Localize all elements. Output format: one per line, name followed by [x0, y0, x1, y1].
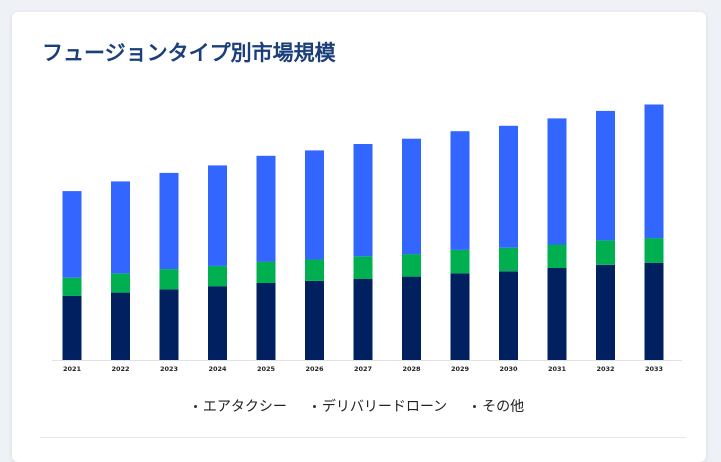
bar-segment-2027-series-2	[353, 144, 373, 257]
x-tick-label: 2021	[63, 365, 82, 373]
bar-segment-2025-series-2	[256, 155, 276, 262]
bar-segment-2029-series-1	[450, 249, 470, 274]
bar-segment-2032-series-1	[596, 240, 615, 265]
x-tick-label: 2029	[451, 365, 470, 373]
bar-segment-2029-series-0	[450, 273, 470, 360]
x-tick-label: 2026	[305, 365, 324, 373]
chart-title: フュージョンタイプ別市場規模	[42, 41, 336, 65]
bar-segment-2023-series-2	[159, 172, 179, 270]
bar-segment-2033-series-1	[644, 238, 664, 263]
x-tick-label: 2028	[402, 365, 421, 373]
bar-segment-2023-series-0	[159, 289, 179, 360]
legend-bullet-icon	[193, 404, 197, 408]
legend-bullet-icon	[312, 404, 316, 408]
bar-segment-2026-series-2	[305, 150, 324, 260]
bar-segment-2030-series-2	[499, 125, 518, 248]
bar-segment-2026-series-0	[305, 280, 324, 360]
x-tick-label: 2022	[111, 365, 129, 373]
divider	[40, 437, 686, 438]
x-tick-label: 2032	[596, 365, 614, 373]
legend-bullet-icon	[473, 404, 477, 408]
x-tick-label: 2024	[208, 365, 227, 373]
bar-segment-2028-series-2	[402, 138, 421, 255]
chart-legend: エアタクシー デリバリードローン その他	[12, 396, 706, 416]
bar-segment-2021-series-1	[62, 277, 82, 296]
x-tick-label: 2027	[354, 365, 372, 373]
bar-segment-2029-series-2	[450, 131, 470, 250]
bar-segment-2025-series-1	[256, 261, 276, 283]
bar-segment-2022-series-1	[111, 273, 130, 293]
bar-segment-2031-series-0	[547, 268, 567, 360]
bar-segment-2031-series-1	[547, 244, 567, 268]
bar-segment-2031-series-2	[547, 118, 567, 245]
x-tick-label: 2033	[645, 365, 663, 373]
bar-segment-2032-series-0	[596, 264, 615, 360]
legend-label: デリバリードローン	[321, 399, 448, 415]
bar-segment-2026-series-1	[305, 259, 324, 281]
legend-label: その他	[482, 399, 525, 415]
legend-item-1: デリバリードローン	[312, 396, 448, 416]
bar-segment-2023-series-1	[159, 269, 179, 290]
x-tick-label: 2031	[548, 365, 567, 373]
legend-label: エアタクシー	[202, 399, 287, 415]
bar-segment-2021-series-0	[62, 295, 82, 360]
bar-segment-2022-series-0	[111, 292, 130, 360]
bar-segment-2028-series-1	[402, 254, 421, 277]
bar-segment-2027-series-1	[353, 256, 373, 279]
x-tick-label: 2025	[257, 365, 276, 373]
bar-segment-2022-series-2	[111, 181, 130, 274]
bar-segment-2024-series-1	[208, 265, 227, 287]
bar-segment-2032-series-2	[596, 110, 615, 241]
bar-segment-2027-series-0	[353, 278, 373, 360]
bar-segment-2028-series-0	[402, 276, 421, 360]
bar-segment-2025-series-0	[256, 283, 276, 360]
bar-segment-2024-series-2	[208, 165, 227, 266]
bar-segment-2021-series-2	[62, 191, 82, 278]
legend-item-2: その他	[473, 396, 524, 416]
x-tick-label: 2023	[160, 365, 178, 373]
bar-segment-2024-series-0	[208, 286, 227, 360]
legend-item-0: エアタクシー	[193, 396, 287, 416]
stacked-bar-chart: 2021 2022 2023 2024 2025 2026 2027 2028 2029 2030…	[52, 104, 682, 373]
x-tick-label: 2030	[499, 365, 518, 373]
bar-segment-2033-series-2	[644, 104, 664, 239]
chart-card: フュージョンタイプ別市場規模 2021 2022 2023 2024 2025 2026 2…	[12, 12, 706, 462]
bar-segment-2030-series-1	[499, 247, 518, 272]
bar-segment-2033-series-0	[644, 262, 664, 360]
bar-segment-2030-series-0	[499, 271, 518, 360]
